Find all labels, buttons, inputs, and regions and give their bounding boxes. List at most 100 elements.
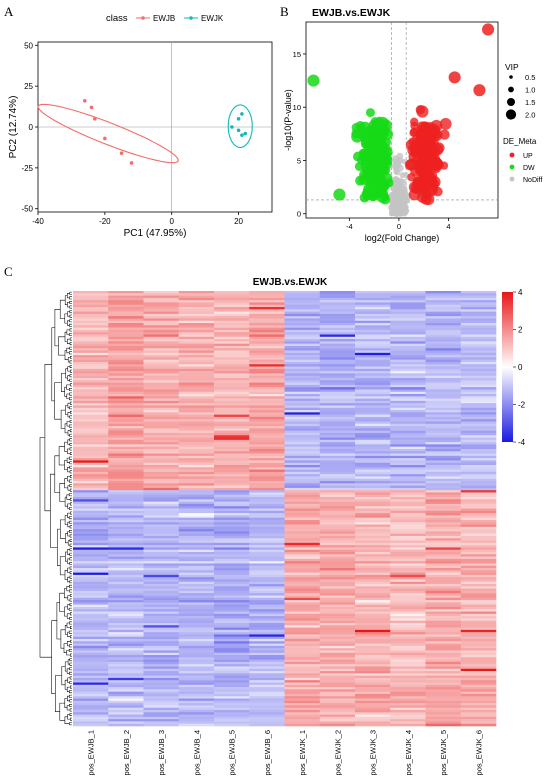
heatmap-cell bbox=[143, 414, 180, 418]
heatmap-cell bbox=[214, 458, 250, 461]
heatmap-cell bbox=[355, 657, 391, 660]
heatmap-cell bbox=[390, 613, 426, 617]
heatmap-cell bbox=[390, 700, 426, 704]
heatmap-cell bbox=[460, 691, 497, 695]
heatmap-cell bbox=[178, 613, 215, 617]
heatmap-cell bbox=[73, 487, 109, 491]
heatmap-cell bbox=[73, 673, 109, 676]
heatmap-cell bbox=[284, 497, 321, 500]
heatmap-cell bbox=[319, 522, 356, 525]
dendrogram-branch bbox=[44, 364, 52, 512]
heatmap-cell bbox=[425, 361, 462, 365]
heatmap-cell bbox=[390, 657, 426, 660]
heatmap-cell bbox=[214, 336, 250, 340]
heatmap-cell bbox=[178, 707, 215, 711]
heatmap-cell bbox=[425, 451, 462, 454]
heatmap-cell bbox=[108, 309, 144, 312]
heatmap-cell bbox=[319, 412, 356, 415]
heatmap-cell bbox=[284, 563, 321, 567]
heatmap-cell bbox=[249, 398, 285, 402]
heatmap-cell bbox=[425, 604, 462, 608]
heatmap-cell bbox=[390, 620, 426, 624]
heatmap-cell bbox=[249, 426, 285, 429]
heatmap-cell bbox=[425, 490, 462, 493]
dendrogram-branch bbox=[69, 584, 72, 588]
heatmap-cell bbox=[460, 490, 497, 493]
heatmap-cell bbox=[319, 549, 356, 553]
volcano-x-tick-label: 4 bbox=[446, 222, 450, 231]
heatmap: EWJB.vs.EWJK pos_EWJB_1 pos_EWJB_2 pos_EWJ… bbox=[39, 277, 526, 775]
heatmap-cell bbox=[143, 474, 180, 477]
heatmap-cell bbox=[284, 465, 321, 468]
heatmap-cell bbox=[143, 524, 180, 528]
heatmap-cell bbox=[108, 705, 144, 708]
heatmap-cell bbox=[214, 714, 250, 718]
heatmap-cell bbox=[143, 506, 180, 509]
heatmap-cell bbox=[108, 540, 144, 544]
dendrogram-branch bbox=[58, 336, 65, 356]
volcano-point-up bbox=[420, 140, 432, 152]
heatmap-cell bbox=[460, 316, 497, 319]
heatmap-cell bbox=[178, 387, 215, 390]
heatmap-cell bbox=[108, 302, 144, 306]
heatmap-cell bbox=[178, 485, 215, 489]
heatmap-cell bbox=[355, 455, 391, 459]
heatmap-cell bbox=[108, 568, 144, 571]
pca-y-axis-label: PC2 (12.74%) bbox=[8, 96, 19, 159]
heatmap-cell bbox=[108, 307, 144, 310]
heatmap-cell bbox=[460, 687, 497, 690]
heatmap-cell bbox=[73, 311, 109, 315]
heatmap-cell bbox=[355, 513, 391, 516]
heatmap-cell bbox=[214, 639, 250, 642]
heatmap-cell bbox=[425, 474, 462, 477]
heatmap-cell bbox=[355, 361, 391, 365]
vip-legend-label: 1.5 bbox=[525, 98, 535, 107]
heatmap-cell bbox=[319, 437, 356, 441]
heatmap-cell bbox=[390, 604, 426, 608]
heatmap-cell bbox=[249, 437, 285, 441]
heatmap-cell bbox=[214, 519, 250, 523]
heatmap-cell bbox=[284, 455, 321, 459]
heatmap-cell bbox=[214, 691, 250, 695]
heatmap-cell bbox=[284, 416, 321, 420]
heatmap-cell bbox=[390, 364, 426, 367]
heatmap-cell bbox=[319, 458, 356, 461]
heatmap-cell bbox=[249, 462, 285, 466]
dendrogram-branch bbox=[69, 319, 72, 323]
heatmap-cell bbox=[355, 487, 391, 491]
heatmap-cell bbox=[73, 597, 109, 601]
heatmap-cell bbox=[355, 426, 391, 429]
heatmap-cell bbox=[284, 696, 321, 699]
heatmap-cell bbox=[214, 462, 250, 466]
heatmap-cell bbox=[425, 519, 462, 523]
heatmap-cell bbox=[178, 437, 215, 441]
heatmap-cell bbox=[143, 309, 180, 312]
heatmap-cell bbox=[390, 295, 426, 299]
heatmap-cell bbox=[460, 568, 497, 571]
heatmap-cell bbox=[319, 707, 356, 711]
heatmap-cell bbox=[143, 519, 180, 523]
heatmap-cell bbox=[460, 442, 497, 445]
heatmap-cell bbox=[460, 400, 497, 404]
heatmap-cell bbox=[460, 519, 497, 523]
heatmap-cell bbox=[460, 469, 497, 473]
heatmap-cell bbox=[108, 327, 144, 331]
heatmap-cell bbox=[178, 311, 215, 315]
heatmap-cell bbox=[108, 451, 144, 454]
heatmap-cell bbox=[355, 465, 391, 468]
heatmap-cell bbox=[390, 501, 426, 505]
heatmap-cell bbox=[319, 368, 356, 372]
volcano-point-dw bbox=[372, 155, 381, 164]
dendrogram-branch bbox=[69, 470, 72, 474]
heatmap-cell bbox=[460, 648, 497, 651]
heatmap-cell bbox=[284, 503, 321, 507]
heatmap-cell bbox=[108, 625, 144, 628]
heatmap-cell bbox=[214, 435, 250, 438]
heatmap-cell bbox=[73, 448, 109, 452]
heatmap-cell bbox=[249, 620, 285, 624]
heatmap-cell bbox=[249, 723, 285, 727]
heatmap-cell bbox=[319, 329, 356, 333]
heatmap-cell bbox=[214, 648, 250, 651]
heatmap-cell bbox=[355, 716, 391, 720]
heatmap-cell bbox=[460, 439, 497, 443]
